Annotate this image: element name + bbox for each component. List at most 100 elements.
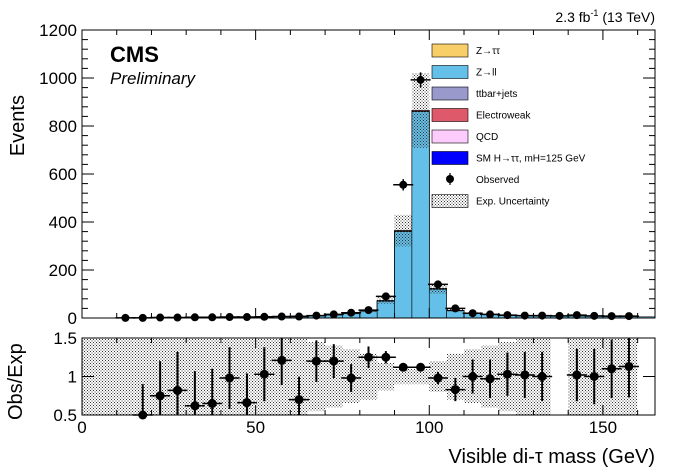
obs-point-21 — [486, 310, 495, 319]
legend-swatch-1 — [431, 43, 469, 58]
x-tick-label-2: 100 — [415, 418, 443, 437]
obs-point-5 — [208, 313, 217, 322]
ratio-point-20 — [485, 374, 495, 384]
ratio-point-1 — [155, 391, 165, 401]
ratio-y-axis-ticks: 0.5 1 1.5 — [53, 329, 655, 425]
y-tick-label-0: 0 — [68, 309, 77, 328]
unc-band-16 — [394, 214, 412, 247]
obs-point-26 — [572, 311, 581, 320]
y-tick-label-1: 200 — [49, 261, 77, 280]
obs-point-12 — [329, 310, 338, 319]
ratio-point-2 — [173, 385, 182, 395]
obs-point-27 — [590, 311, 599, 320]
ratio-y-axis-title: Obs/Exp — [5, 343, 27, 420]
obs-point-25 — [555, 311, 564, 320]
y-tick-label-6: 1200 — [39, 21, 77, 40]
unc-band-18 — [429, 283, 447, 294]
ratio-point-16 — [416, 362, 426, 372]
ratio-point-5 — [225, 373, 235, 383]
legend-label-observed: Observed — [476, 175, 519, 186]
ratio-point-7 — [259, 369, 269, 379]
lumi-value: 2.3 fb — [555, 9, 590, 25]
ratio-point-19 — [468, 372, 478, 381]
obs-point-8 — [260, 312, 269, 321]
ratio-y-tick-label-2: 1.5 — [53, 329, 77, 348]
obs-point-16 — [399, 180, 408, 189]
obs-point-20 — [468, 309, 477, 318]
ratio-y-tick-label-1: 1 — [68, 368, 77, 387]
legend-label-4: QCD — [476, 132, 498, 143]
ratio-point-3 — [190, 401, 200, 411]
obs-point-22 — [503, 311, 512, 320]
ratio-plot-panel: 0.5 1 1.5 0 50 100 150 — [53, 329, 656, 437]
obs-point-14 — [364, 306, 373, 315]
preliminary-label: Preliminary — [110, 69, 197, 88]
lumi-exponent: -1 — [590, 8, 598, 18]
obs-point-28 — [607, 312, 616, 321]
ratio-point-17 — [433, 373, 443, 383]
legend-label-0: Z→ll — [476, 68, 497, 79]
ratio-point-9 — [294, 395, 304, 405]
observed-points — [115, 72, 639, 322]
obs-point-29 — [624, 312, 633, 321]
bar-0-15 — [376, 300, 395, 319]
y-axis-title: Events — [7, 95, 29, 156]
obs-point-4 — [190, 313, 199, 322]
obs-point-15 — [381, 292, 390, 301]
ratio-point-18 — [450, 385, 460, 395]
main-plot-panel: 0 200 400 600 800 1000 1200 — [39, 21, 656, 328]
legend-swatch-5 — [431, 151, 469, 165]
ratio-band-16 — [411, 368, 430, 385]
ratio-x-axis-ticks: 0 50 100 150 — [77, 338, 639, 437]
ratio-band-15 — [394, 368, 412, 385]
legend-swatch-3 — [431, 108, 469, 122]
y-tick-label-3: 600 — [49, 165, 77, 184]
ratio-uncertainty-band — [82, 338, 638, 415]
unc-band-17 — [411, 73, 430, 148]
ratio-band-13 — [359, 353, 378, 400]
ratio-point-12 — [346, 373, 356, 383]
ratio-band-14 — [377, 362, 395, 391]
lumi-energy: (13 TeV) — [598, 9, 655, 25]
obs-point-6 — [225, 313, 234, 322]
ratio-point-13 — [364, 352, 373, 362]
y-tick-label-5: 1000 — [39, 69, 77, 88]
obs-point-10 — [295, 312, 304, 321]
ratio-point-14 — [381, 352, 391, 362]
ratio-y-tick-label-0: 0.5 — [53, 406, 77, 425]
legend-swatch-uncertainty — [431, 194, 469, 208]
legend-label-1: Z→ττ — [476, 46, 500, 57]
y-tick-label-4: 800 — [49, 117, 77, 136]
legend: Z→ll Z→ττ ttbar+jets Electroweak QCD SM H→ττ,… — [431, 43, 586, 208]
ratio-point-24 — [572, 370, 582, 380]
legend-label-uncertainty: Exp. Uncertainty — [476, 197, 549, 208]
x-axis-title: Visible di-τ mass (GeV) — [449, 446, 655, 468]
obs-point-9 — [277, 312, 286, 321]
x-tick-label-1: 50 — [246, 418, 265, 437]
legend-swatch-0 — [431, 65, 469, 79]
ratio-point-22 — [520, 370, 530, 380]
obs-point-17 — [416, 75, 425, 84]
x-axis-ticks-top — [81, 30, 639, 318]
ratio-point-21 — [502, 369, 512, 379]
obs-point-7 — [242, 313, 251, 322]
ratio-point-25 — [589, 372, 599, 381]
legend-swatch-4 — [431, 129, 469, 144]
ratio-point-15 — [398, 362, 408, 372]
ratio-point-4 — [207, 398, 217, 408]
luminosity-label: 2.3 fb-1 (13 TeV) — [555, 8, 655, 25]
unc-band-15 — [377, 297, 395, 304]
cms-label: CMS — [110, 42, 159, 67]
obs-point-13 — [347, 308, 356, 317]
y-tick-label-2: 400 — [49, 213, 77, 232]
legend-label-5: SM H→ττ, mH=125 GeV — [476, 154, 586, 165]
x-tick-label-0: 0 — [77, 418, 86, 437]
ratio-band-18 — [446, 353, 464, 400]
x-tick-label-3: 150 — [589, 418, 617, 437]
ratio-point-8 — [277, 355, 287, 365]
legend-label-3: Electroweak — [476, 111, 531, 122]
legend-swatch-2 — [431, 86, 469, 101]
legend-label-2: ttbar+jets — [476, 89, 517, 100]
ratio-point-11 — [329, 356, 339, 366]
